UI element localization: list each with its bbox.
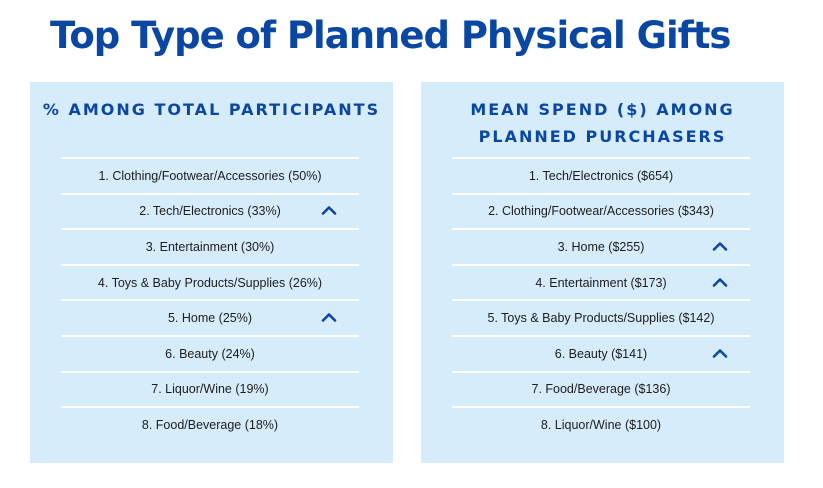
- spend-panel: MEAN SPEND ($) AMONG PLANNED PURCHASERS …: [421, 82, 784, 463]
- chevron-up-icon: [712, 242, 728, 251]
- list-item: 6. Beauty ($141): [452, 334, 750, 371]
- list-item-label: 1. Tech/Electronics ($654): [528, 168, 674, 183]
- list-item-label: 2. Clothing/Footwear/Accessories ($343): [488, 204, 714, 219]
- list-item: 4. Entertainment ($173): [452, 263, 750, 300]
- list-item: 8. Food/Beverage (18%): [61, 406, 359, 442]
- participants-list: 1. Clothing/Footwear/Accessories (50%) 2.…: [61, 157, 359, 442]
- chevron-up-icon: [321, 313, 337, 322]
- list-item-label: 6. Beauty (24%): [165, 346, 255, 361]
- list-item-label: 3. Entertainment (30%): [145, 239, 275, 254]
- list-item-label: 4. Toys & Baby Products/Supplies (26%): [97, 275, 323, 290]
- participants-panel: % AMONG TOTAL PARTICIPANTS 1. Clothing/F…: [30, 82, 393, 463]
- list-item-label: 4. Entertainment ($173): [535, 275, 667, 290]
- list-item: 3. Entertainment (30%): [61, 228, 359, 264]
- page-title: Top Type of Planned Physical Gifts: [50, 14, 731, 57]
- list-item-label: 6. Beauty ($141): [554, 346, 648, 361]
- list-item: 1. Clothing/Footwear/Accessories (50%): [61, 157, 359, 193]
- spend-panel-header: MEAN SPEND ($) AMONG PLANNED PURCHASERS: [470, 100, 735, 146]
- list-item-label: 1. Clothing/Footwear/Accessories (50%): [98, 168, 322, 183]
- list-item: 4. Toys & Baby Products/Supplies (26%): [61, 263, 359, 300]
- spend-list: 1. Tech/Electronics ($654) 2. Clothing/Fo…: [452, 157, 750, 442]
- chevron-up-icon: [321, 206, 337, 216]
- list-item: 5. Home (25%): [61, 299, 359, 335]
- list-item-label: 3. Home ($255): [557, 239, 645, 254]
- list-item: 2. Clothing/Footwear/Accessories ($343): [452, 192, 750, 229]
- list-item-label: 5. Toys & Baby Products/Supplies ($142): [487, 311, 715, 326]
- list-item: 7. Liquor/Wine (19%): [61, 370, 359, 407]
- list-item-label: 5. Home (25%): [167, 311, 253, 326]
- participants-panel-header: % AMONG TOTAL PARTICIPANTS: [42, 100, 381, 119]
- list-item-label: 8. Food/Beverage (18%): [141, 417, 279, 432]
- list-item: 3. Home ($255): [452, 228, 750, 264]
- chevron-up-icon: [712, 348, 728, 358]
- list-item: 1. Tech/Electronics ($654): [452, 157, 750, 193]
- chevron-up-icon: [712, 277, 728, 287]
- list-item-label: 2. Tech/Electronics (33%): [139, 204, 281, 219]
- list-item-label: 8. Liquor/Wine ($100): [540, 417, 662, 432]
- list-item: 5. Toys & Baby Products/Supplies ($142): [452, 299, 750, 335]
- list-item-label: 7. Liquor/Wine (19%): [151, 382, 269, 397]
- list-item: 7. Food/Beverage ($136): [452, 370, 750, 407]
- list-item: 2. Tech/Electronics (33%): [61, 192, 359, 229]
- list-item: 8. Liquor/Wine ($100): [452, 406, 750, 442]
- list-item: 6. Beauty (24%): [61, 334, 359, 371]
- list-item-label: 7. Food/Beverage ($136): [531, 382, 671, 397]
